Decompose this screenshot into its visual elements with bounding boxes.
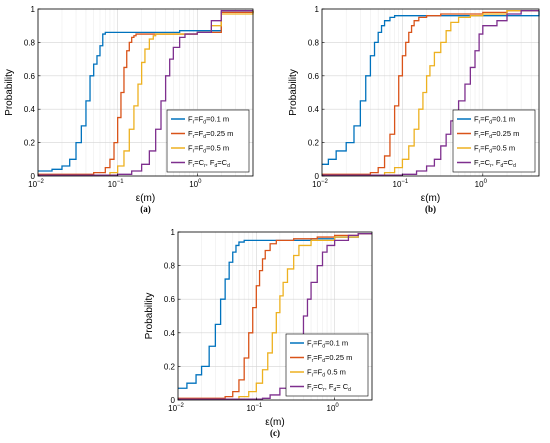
- x-tick-label: 10−2: [28, 179, 44, 189]
- y-tick-label: 0.8: [308, 38, 320, 47]
- chart-panel: 0 0.2 0.4 0.6 0.8 1 10−2 10−1 100 ε(m) Probability…: [288, 5, 540, 214]
- legend-box: [452, 109, 536, 173]
- legend-entry: Fr=Fd=0.1 m: [188, 115, 229, 126]
- y-tick-label: 0.8: [164, 262, 176, 271]
- y-tick-label: 0.6: [24, 72, 36, 81]
- y-tick-label: 0.8: [24, 38, 36, 47]
- axes-frame: [37, 8, 254, 177]
- series-line: [178, 233, 372, 389]
- y-tick-label: 1: [171, 228, 176, 237]
- y-axis-label: Probability: [144, 293, 155, 340]
- x-axis-label: ε(m): [136, 193, 155, 204]
- x-tick-label: 100: [475, 179, 488, 189]
- legend-entry: Fr=Fd=0.25 m: [307, 353, 352, 364]
- legend: Fr=Fd=0.1 m Fr=Fd=0.25 m Fr=Fd 0.5 m Fr=Cr,…: [285, 333, 369, 397]
- x-tick-label: 100: [327, 403, 340, 413]
- panel-label: (b): [425, 204, 436, 214]
- y-tick-label: 0: [315, 172, 320, 181]
- x-axis-label: ε(m): [265, 417, 284, 428]
- legend-box: [285, 333, 369, 397]
- legend: Fr=Fd=0.1 m Fr=Fd=0.25 m Fr=Fd=0.5 m Fr=Cr,…: [166, 109, 250, 173]
- series-line: [38, 10, 253, 176]
- y-tick-label: 0.2: [164, 362, 176, 371]
- chart-panel: 0 0.2 0.4 0.6 0.8 1 10−2 10−1 100 ε(m) Probability…: [4, 5, 254, 214]
- legend-entry: Fr=Fd=0.1 m: [307, 339, 348, 350]
- chart-panel: 0 0.2 0.4 0.6 0.8 1 10−2 10−1 100 ε(m) Probability…: [144, 228, 373, 438]
- series-line: [322, 10, 539, 176]
- y-tick-label: 0.4: [164, 329, 176, 338]
- y-tick-label: 0.6: [164, 295, 176, 304]
- axes-frame: [177, 231, 373, 401]
- x-tick-label: 100: [189, 179, 202, 189]
- y-tick-label: 0: [171, 396, 176, 405]
- legend-entry: Fr=Cr, Fd=Cd: [474, 158, 516, 169]
- x-tick-label: 10−2: [312, 179, 328, 189]
- y-tick-label: 0: [31, 172, 36, 181]
- axes-frame: [321, 8, 540, 177]
- legend-entry: Fr=Cr, Fd=Cd: [188, 158, 230, 169]
- legend-entry: Fr=Fd=0.5 m: [188, 144, 229, 155]
- legend-entry: Fr=Fd 0.5 m: [307, 368, 346, 379]
- series-line: [178, 233, 372, 400]
- y-tick-label: 0.2: [24, 139, 36, 148]
- legend-box: [166, 109, 250, 173]
- y-axis-label: Probability: [288, 69, 299, 116]
- legend-entry: Fr=Fd=0.25 m: [474, 129, 519, 140]
- legend-entry: Fr=Cr, Fd= Cd: [307, 382, 351, 393]
- x-tick-label: 10−1: [246, 403, 262, 413]
- y-tick-label: 1: [315, 5, 320, 14]
- series-line: [178, 233, 372, 399]
- series-line: [322, 10, 539, 176]
- legend: Fr=Fd=0.1 m Fr=Fd=0.25 m Fr=Fd=0.5 m Fr=Cr,…: [452, 109, 536, 173]
- series-line: [322, 10, 540, 165]
- y-tick-label: 0.2: [308, 139, 320, 148]
- series-line: [38, 10, 254, 172]
- x-tick-label: 10−2: [168, 403, 184, 413]
- legend-entry: Fr=Fd=0.5 m: [474, 144, 515, 155]
- x-axis-label: ε(m): [421, 193, 440, 204]
- y-tick-label: 0.4: [24, 105, 36, 114]
- legend-entry: Fr=Fd=0.25 m: [188, 129, 233, 140]
- y-tick-label: 1: [31, 5, 36, 14]
- x-tick-label: 10−1: [108, 179, 124, 189]
- series-line: [322, 10, 539, 175]
- series-line: [178, 233, 372, 400]
- panel-label: (a): [140, 204, 151, 214]
- y-tick-label: 0.4: [308, 105, 320, 114]
- y-tick-label: 0.6: [308, 72, 320, 81]
- y-axis-label: Probability: [4, 69, 15, 116]
- x-tick-label: 10−1: [393, 179, 409, 189]
- legend-entry: Fr=Fd=0.1 m: [474, 115, 515, 126]
- panel-label: (c): [270, 428, 280, 438]
